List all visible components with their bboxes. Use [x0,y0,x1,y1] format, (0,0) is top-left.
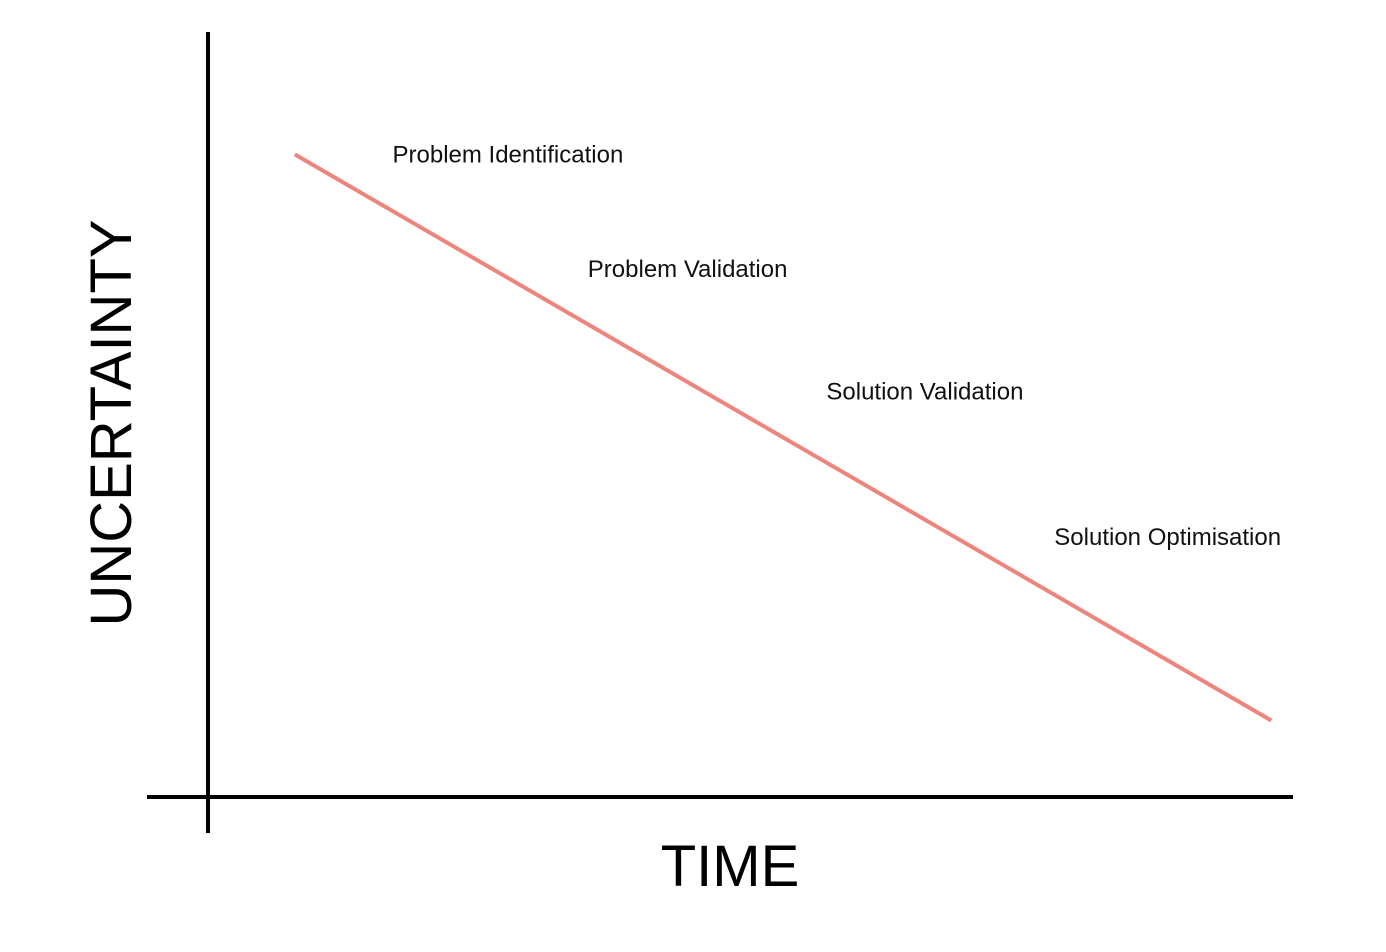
stage-label-1: Problem Validation [588,256,788,283]
stage-label-0: Problem Identification [393,141,624,168]
stage-label-3: Solution Optimisation [1054,524,1281,551]
y-axis-title: UNCERTAINTY [79,219,144,626]
series-layer [293,152,1273,723]
stage-label-2: Solution Validation [826,379,1023,406]
x-axis-title: TIME [661,834,800,899]
annotation-layer: Problem Identification Problem Validation… [393,141,1282,551]
uncertainty-line-0 [293,152,1273,723]
